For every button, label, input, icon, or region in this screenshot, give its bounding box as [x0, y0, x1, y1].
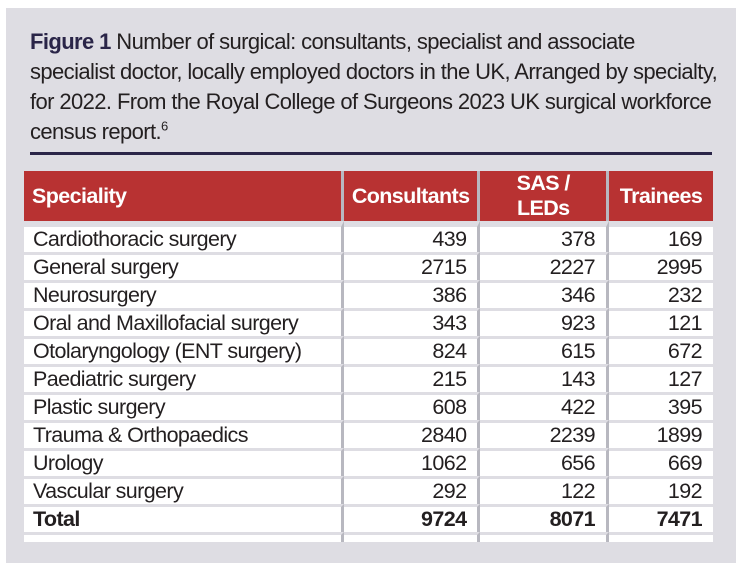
cell-sas-leds: 923 — [480, 308, 610, 336]
cell-sas-leds: 656 — [480, 448, 610, 476]
cell-consultants: 824 — [343, 336, 481, 364]
cell-consultants: 2840 — [343, 420, 481, 448]
table-row: General surgery 2715 2227 2995 — [24, 252, 713, 280]
cell-consultants: 292 — [343, 476, 481, 504]
total-row: Total 9724 8071 7471 — [24, 504, 713, 532]
spacer-cell — [480, 532, 610, 542]
cell-consultants: 608 — [343, 392, 481, 420]
cell-trainees: 127 — [609, 364, 713, 392]
cell-speciality: Plastic surgery — [24, 392, 344, 420]
cell-consultants: 343 — [343, 308, 481, 336]
cell-trainees: 672 — [609, 336, 713, 364]
cell-consultants: 1062 — [343, 448, 481, 476]
cell-trainees: 232 — [609, 280, 713, 308]
cell-trainees: 1899 — [609, 420, 713, 448]
workforce-table: Speciality Consultants SAS / LEDs Traine… — [24, 171, 713, 542]
caption-divider — [30, 152, 712, 155]
cell-speciality: Otolaryngology (ENT surgery) — [24, 336, 344, 364]
cell-speciality: General surgery — [24, 252, 344, 280]
cell-sas-leds: 378 — [480, 221, 610, 252]
cell-sas-leds: 2239 — [480, 420, 610, 448]
header-trainees: Trainees — [609, 171, 713, 221]
cell-speciality: Trauma & Orthopaedics — [24, 420, 344, 448]
table-row: Urology 1062 656 669 — [24, 448, 713, 476]
header-consultants: Consultants — [343, 171, 481, 221]
table-row: Otolaryngology (ENT surgery) 824 615 672 — [24, 336, 713, 364]
table-row: Paediatric surgery 215 143 127 — [24, 364, 713, 392]
cell-sas-leds: 346 — [480, 280, 610, 308]
cell-speciality: Neurosurgery — [24, 280, 344, 308]
cell-consultants: 2715 — [343, 252, 481, 280]
cell-sas-leds: 615 — [480, 336, 610, 364]
spacer-cell — [24, 532, 344, 542]
caption-text: Number of surgical: consultants, special… — [30, 29, 718, 144]
table-row: Neurosurgery 386 346 232 — [24, 280, 713, 308]
cell-speciality: Paediatric surgery — [24, 364, 344, 392]
cell-trainees: 395 — [609, 392, 713, 420]
cell-consultants: 215 — [343, 364, 481, 392]
cell-trainees: 169 — [609, 221, 713, 252]
cell-speciality: Cardiothoracic surgery — [24, 221, 344, 252]
header-speciality: Speciality — [24, 171, 344, 221]
table-row: Vascular surgery 292 122 192 — [24, 476, 713, 504]
cell-sas-leds: 143 — [480, 364, 610, 392]
table-row: Trauma & Orthopaedics 2840 2239 1899 — [24, 420, 713, 448]
cell-trainees: 121 — [609, 308, 713, 336]
cell-trainees: 2995 — [609, 252, 713, 280]
cell-sas-leds: 122 — [480, 476, 610, 504]
cell-consultants: 9724 — [343, 504, 481, 532]
cell-consultants: 439 — [343, 221, 481, 252]
reference-superscript: 6 — [161, 118, 168, 134]
header-row: Speciality Consultants SAS / LEDs Traine… — [24, 171, 713, 221]
cell-trainees: 669 — [609, 448, 713, 476]
cell-speciality: Oral and Maxillofacial surgery — [24, 308, 344, 336]
figure-caption: Figure 1 Number of surgical: consultants… — [30, 27, 720, 147]
cell-trainees: 192 — [609, 476, 713, 504]
spacer-row — [24, 532, 713, 542]
header-sas-leds: SAS / LEDs — [480, 171, 610, 221]
cell-sas-leds: 8071 — [480, 504, 610, 532]
cell-sas-leds: 422 — [480, 392, 610, 420]
spacer-cell — [609, 532, 713, 542]
cell-speciality: Vascular surgery — [24, 476, 344, 504]
cell-speciality: Urology — [24, 448, 344, 476]
figure-label: Figure 1 — [30, 29, 111, 54]
cell-speciality: Total — [24, 504, 344, 532]
table-row: Cardiothoracic surgery 439 378 169 — [24, 221, 713, 252]
spacer-cell — [343, 532, 481, 542]
cell-sas-leds: 2227 — [480, 252, 610, 280]
cell-consultants: 386 — [343, 280, 481, 308]
cell-trainees: 7471 — [609, 504, 713, 532]
table-row: Plastic surgery 608 422 395 — [24, 392, 713, 420]
table-row: Oral and Maxillofacial surgery 343 923 121 — [24, 308, 713, 336]
